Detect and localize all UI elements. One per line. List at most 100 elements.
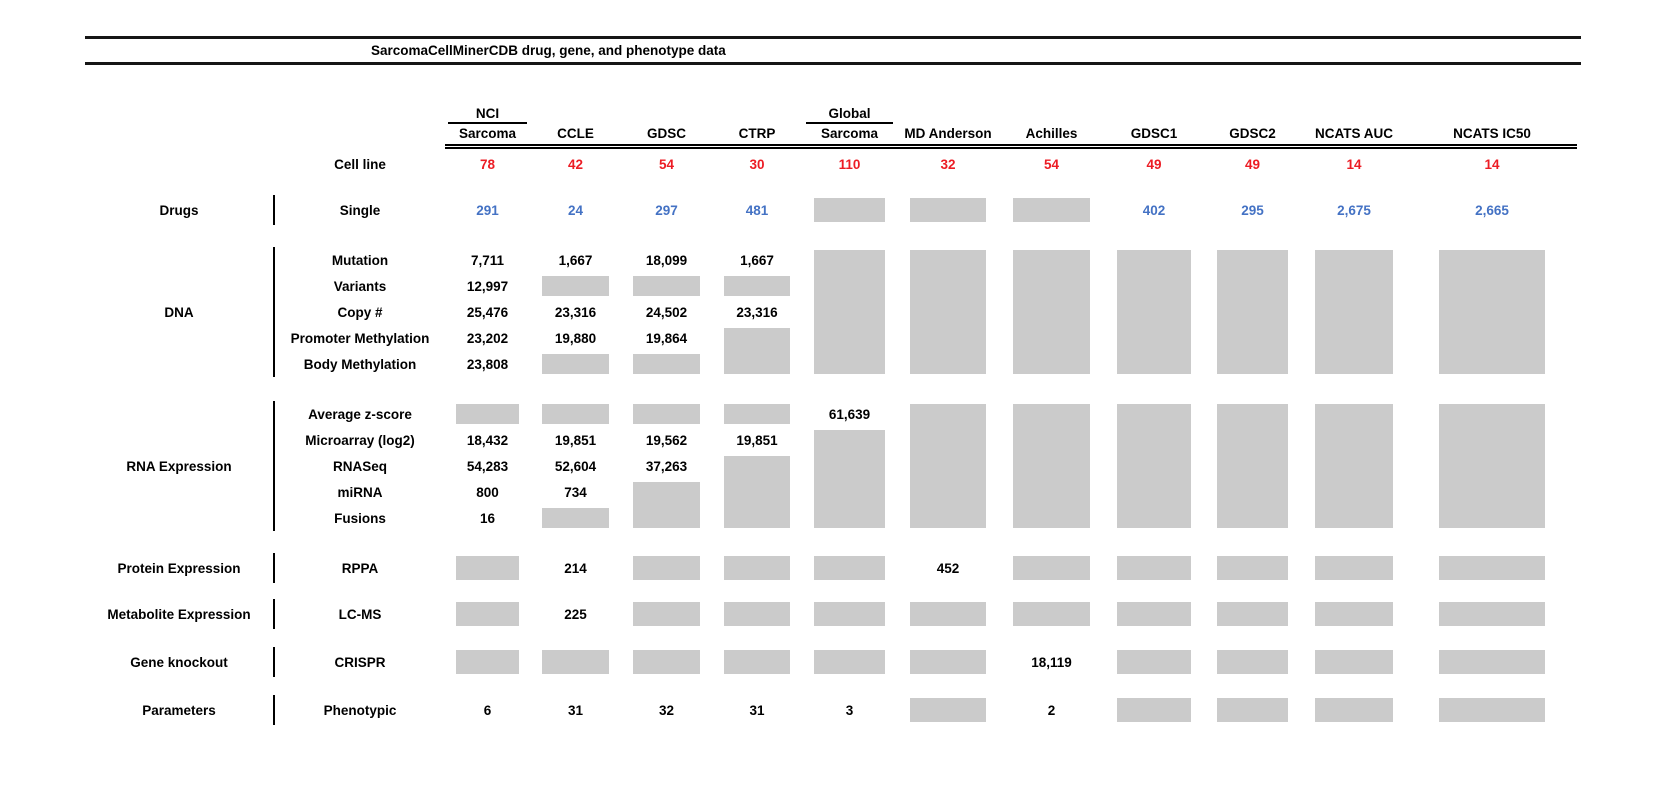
missing-data-box — [1407, 247, 1577, 377]
row-label-average-z-score: Average z-score — [308, 406, 412, 422]
missing-data-box — [712, 401, 802, 427]
row-label-rppa: RPPA — [341, 560, 379, 576]
data-cell: 23,316 — [736, 304, 778, 320]
missing-data-box — [712, 325, 802, 377]
figure: SarcomaCellMinerCDB drug, gene, and phen… — [85, 36, 1581, 725]
column-header-top-label: NCI — [448, 106, 527, 124]
data-cell: 297 — [655, 202, 678, 218]
column-header-label: Achilles — [1025, 126, 1078, 141]
data-cell: 800 — [476, 484, 499, 500]
column-header-label: GDSC2 — [1229, 126, 1276, 141]
data-cell: 291 — [476, 202, 499, 218]
row-label-body-methylation: Body Methylation — [303, 356, 417, 372]
missing-data-box — [445, 647, 530, 677]
group-label-rna-expression: RNA Expression — [85, 401, 275, 531]
title-top-rule — [85, 36, 1581, 39]
cell-line-row-label: Cell line — [334, 156, 386, 172]
missing-data-box — [530, 351, 621, 377]
group-label-metabolite-expression: Metabolite Expression — [85, 599, 275, 629]
missing-data-box — [1104, 647, 1204, 677]
column-headers-row: NCI Sarcoma CCLE GDSC CTRP Global Sarcoma MD An… — [85, 91, 1581, 149]
missing-data-box — [897, 599, 999, 629]
row-label-variants: Variants — [333, 278, 387, 294]
data-cell: 54,283 — [466, 458, 509, 474]
missing-data-box — [1301, 247, 1407, 377]
column-header-gdsc1: GDSC1 — [1104, 91, 1204, 149]
missing-data-box — [1104, 247, 1204, 377]
missing-data-box — [712, 453, 802, 531]
data-cell: 1,667 — [740, 252, 774, 268]
missing-data-box — [530, 401, 621, 427]
missing-data-box — [802, 427, 897, 531]
missing-data-box — [1301, 553, 1407, 583]
row-label-phenotypic: Phenotypic — [323, 702, 397, 718]
section-metabolite-expression: Metabolite Expression LC-MS 225 — [85, 599, 1581, 629]
row-label-rnaseq: RNASeq — [332, 458, 387, 474]
missing-data-box — [802, 247, 897, 377]
missing-data-box — [897, 195, 999, 225]
data-cell: 37,263 — [645, 458, 688, 474]
missing-data-box — [1301, 401, 1407, 531]
missing-data-box — [1104, 401, 1204, 531]
missing-data-box — [897, 401, 999, 531]
column-header-global-sarcoma: Global Sarcoma — [802, 91, 897, 149]
group-label-gene-knockout: Gene knockout — [85, 647, 275, 677]
column-header-md-anderson: MD Anderson — [897, 91, 999, 149]
column-header-label: MD Anderson — [904, 126, 992, 141]
column-header-top-label: Global — [805, 106, 894, 124]
cell-line-count-achilles: 54 — [1043, 156, 1060, 172]
row-label-mutation: Mutation — [331, 252, 389, 268]
row-label-mirna: miRNA — [337, 484, 383, 500]
data-cell: 12,997 — [466, 278, 509, 294]
missing-data-box — [897, 247, 999, 377]
missing-data-box — [712, 553, 802, 583]
data-cell: 18,432 — [466, 432, 509, 448]
data-cell: 214 — [564, 560, 587, 576]
missing-data-box — [999, 553, 1104, 583]
data-table-body: Drugs Single 291 24 297 481 402 295 2,675 2,665 DN… — [85, 195, 1581, 725]
section-dna: DNA Mutation 7,711 1,667 18,099 1,667 Variants… — [85, 247, 1581, 377]
column-header-ncats-ic50: NCATS IC50 — [1407, 91, 1577, 149]
group-label-protein-expression: Protein Expression — [85, 553, 275, 583]
cell-line-count-ncats-auc: 14 — [1346, 156, 1362, 172]
missing-data-box — [1104, 553, 1204, 583]
column-header-label: CCLE — [557, 126, 594, 141]
column-header-nci-sarcoma: NCI Sarcoma — [445, 91, 530, 149]
figure-title: SarcomaCellMinerCDB drug, gene, and phen… — [371, 43, 726, 58]
column-header-label: GDSC1 — [1130, 126, 1178, 141]
data-cell: 19,880 — [554, 330, 597, 346]
data-cell: 734 — [564, 484, 587, 500]
missing-data-box — [802, 195, 897, 225]
missing-data-box — [530, 505, 621, 531]
column-header-label: NCATS AUC — [1315, 126, 1393, 141]
missing-data-box — [621, 479, 712, 531]
column-header-label: GDSC — [646, 126, 686, 141]
missing-data-box — [999, 247, 1104, 377]
missing-data-box — [1204, 401, 1301, 531]
data-cell: 2 — [1047, 702, 1056, 718]
column-header-ctrp: CTRP — [712, 91, 802, 149]
row-label-fusions: Fusions — [334, 510, 386, 526]
column-header-ncats-auc: NCATS AUC — [1301, 91, 1407, 149]
data-cell: 18,099 — [645, 252, 688, 268]
missing-data-box — [621, 599, 712, 629]
title-bottom-rule — [85, 62, 1581, 65]
missing-data-box — [445, 401, 530, 427]
cell-line-count-row: Cell line 78 42 54 30 110 32 54 49 49 14 14 — [85, 149, 1581, 179]
data-cell: 2,665 — [1475, 202, 1509, 218]
row-label-microarray-log2-: Microarray (log2) — [305, 432, 415, 448]
data-cell: 19,851 — [736, 432, 778, 448]
missing-data-box — [802, 647, 897, 677]
data-cell: 31 — [567, 702, 584, 718]
missing-data-box — [1204, 247, 1301, 377]
data-cell: 18,119 — [1031, 654, 1072, 670]
missing-data-box — [802, 599, 897, 629]
missing-data-box — [1104, 599, 1204, 629]
missing-data-box — [530, 647, 621, 677]
section-drugs: Drugs Single 291 24 297 481 402 295 2,675 2,665 — [85, 195, 1581, 225]
column-header-label: NCATS IC50 — [1453, 126, 1531, 141]
missing-data-box — [712, 647, 802, 677]
missing-data-box — [1204, 695, 1301, 725]
cell-line-count-ncats-ic50: 14 — [1484, 156, 1500, 172]
missing-data-box — [1407, 553, 1577, 583]
